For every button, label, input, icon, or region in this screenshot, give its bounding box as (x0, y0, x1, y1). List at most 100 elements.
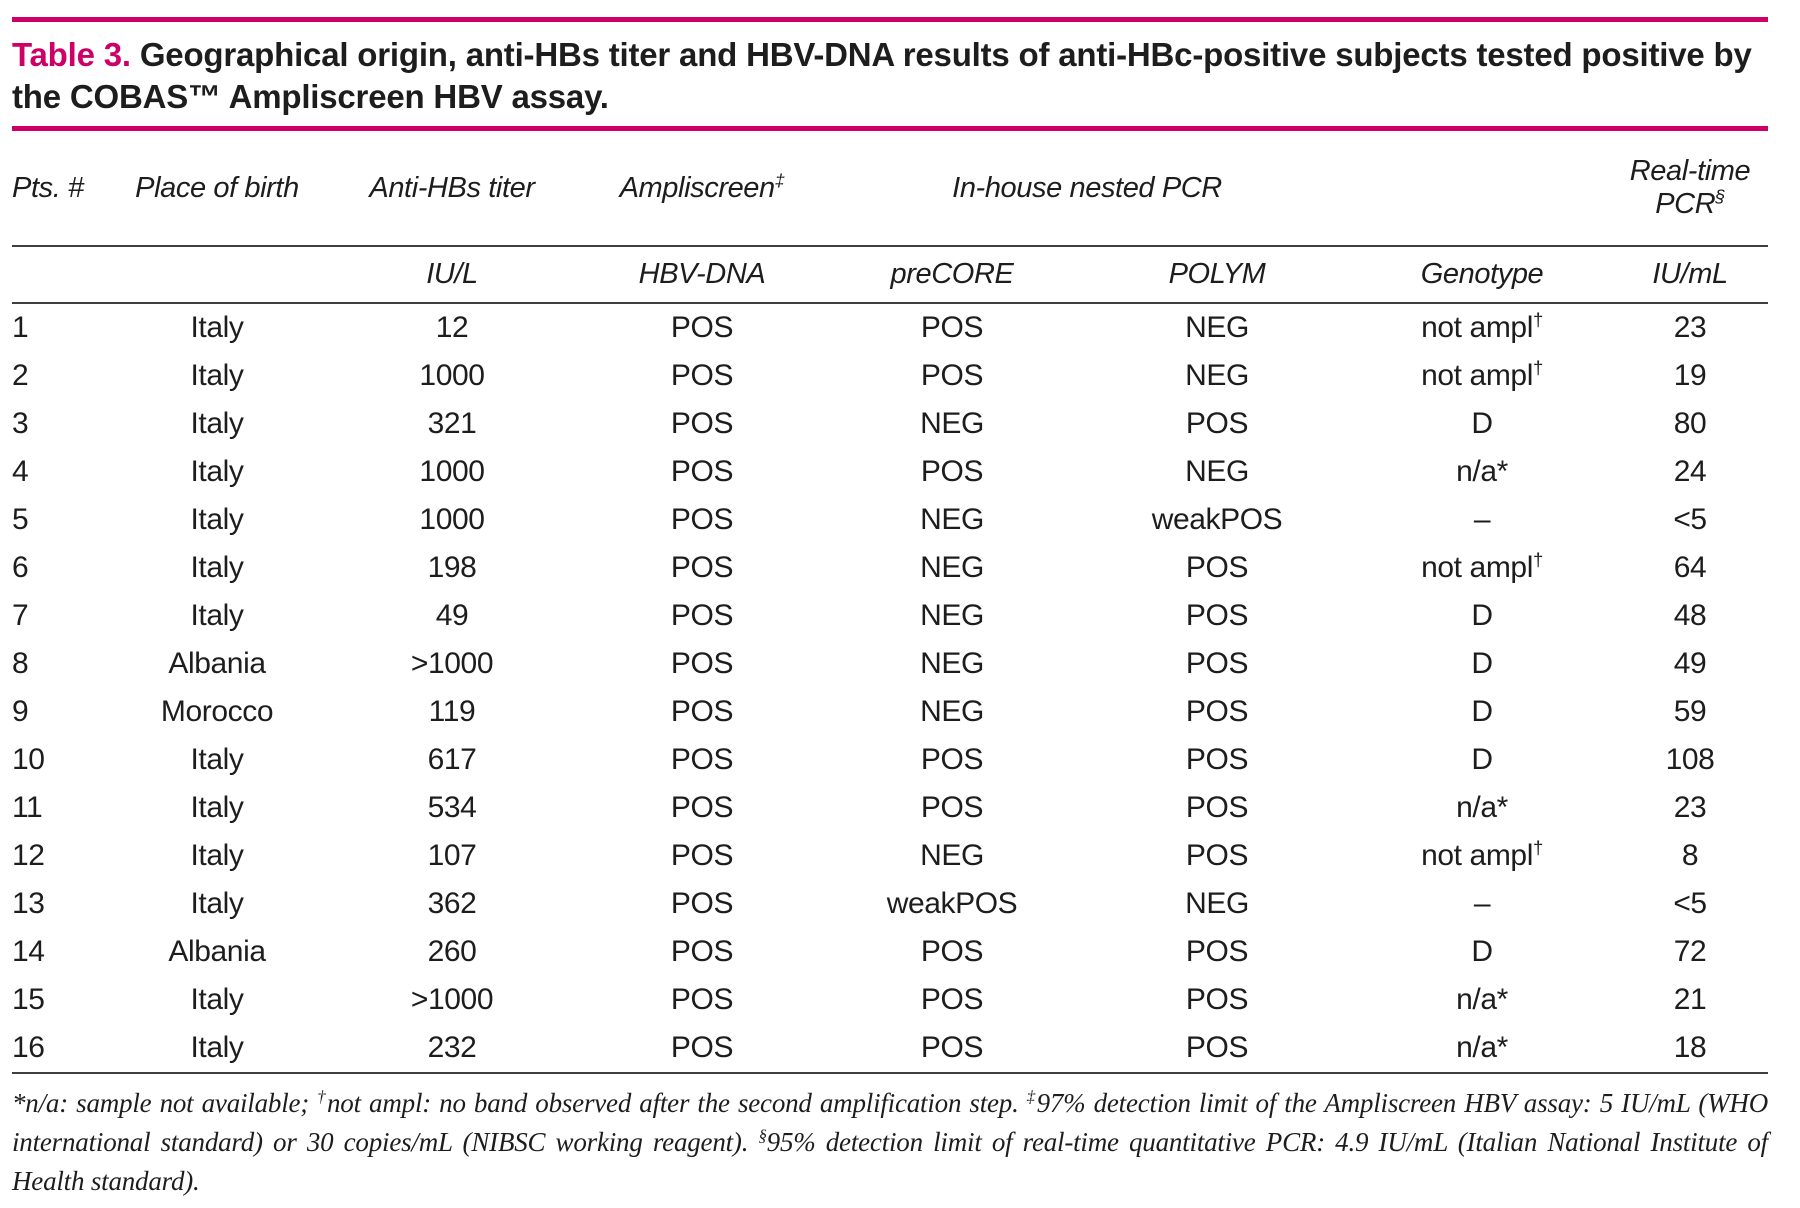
table-footnote: *n/a: sample not available; †not ampl: n… (12, 1084, 1768, 1201)
top-accent-rule (12, 17, 1768, 22)
cell-polym: weakPOS (1151, 503, 1283, 536)
cell-real-time-pcr: 23 (1673, 791, 1707, 824)
table-row: 15 Italy >1000 POS POS POS n/a* 21 (12, 976, 1768, 1024)
cell-anti-hbs-titer: >1000 (410, 983, 494, 1016)
cell-polym: POS (1082, 1024, 1353, 1074)
cell-precore: NEG (920, 599, 984, 632)
cell-genotype: n/a* (1352, 1024, 1613, 1074)
cell-genotype-text: – (1473, 503, 1491, 536)
table-row: 11 Italy 534 POS POS POS n/a* 23 (12, 784, 1768, 832)
cell-hbv-dna: POS (670, 935, 734, 968)
cell-precore: POS (920, 359, 984, 392)
cell-polym: POS (1185, 695, 1249, 728)
cell-precore: NEG (920, 839, 984, 872)
footnote-dagger-mark: † (317, 1087, 327, 1106)
cell-genotype-text: not ampl (1421, 359, 1533, 392)
cell-hbv-dna: POS (670, 407, 734, 440)
cell-pts-number: 10 (12, 743, 45, 776)
col-header-genotype-spacer (1352, 131, 1613, 247)
cell-place-of-birth: Italy (190, 791, 244, 824)
table-row: 10 Italy 617 POS POS POS D 108 (12, 736, 1768, 784)
cell-hbv-dna: POS (670, 503, 734, 536)
cell-pts-number: 11 (12, 791, 43, 824)
cell-hbv-dna: POS (670, 599, 734, 632)
cell-pts-number: 13 (12, 887, 45, 920)
col-header-in-house-nested-pcr: In-house nested PCR (822, 131, 1353, 247)
table-row: 12 Italy 107 POS NEG POS not ampl† 8 (12, 832, 1768, 880)
cell-genotype: – (1352, 880, 1612, 928)
cell-precore: POS (920, 983, 984, 1016)
footnote-double-dagger-mark: ‡ (1026, 1087, 1037, 1106)
cell-genotype-text: D (1471, 695, 1493, 728)
cell-precore: POS (920, 791, 984, 824)
table-caption-label: Table 3. (12, 36, 131, 73)
cell-precore: NEG (920, 647, 984, 680)
col-header-ampliscreen-text: Ampliscreen (619, 171, 776, 204)
cell-precore: NEG (920, 551, 984, 584)
footnote-ampliscreen-limit: 97% detection limit of the Ampliscreen H… (12, 1088, 1768, 1157)
cell-anti-hbs-titer: >1000 (410, 647, 494, 680)
cell-polym: POS (1185, 599, 1249, 632)
cell-pts-number: 4 (12, 455, 29, 488)
table-row: 16 Italy 232 POS POS POS n/a* 18 (12, 1024, 1769, 1074)
cell-genotype-text: D (1471, 599, 1493, 632)
cell-genotype: – (1352, 496, 1612, 544)
cell-hbv-dna: POS (670, 647, 734, 680)
col-header-ampliscreen: Ampliscreen‡ (582, 131, 822, 247)
cell-real-time-pcr: 18 (1612, 1024, 1769, 1074)
col-header-real-time-line1: Real-time (1629, 155, 1751, 187)
cell-anti-hbs-titer: 321 (427, 407, 477, 440)
cell-hbv-dna: POS (670, 743, 734, 776)
table-row: 1 Italy 12 POS POS NEG not ampl† 23 (12, 303, 1768, 352)
cell-anti-hbs-titer: 49 (435, 599, 469, 632)
cell-genotype-text: not ampl (1421, 311, 1533, 344)
cell-genotype-footnote-mark: † (1532, 309, 1543, 330)
cell-genotype: not ampl† (1352, 544, 1612, 592)
cell-place-of-birth: Italy (190, 455, 244, 488)
cell-real-time-pcr: 108 (1665, 743, 1715, 776)
cell-precore: NEG (920, 695, 984, 728)
col-header-anti-hbs-titer: Anti-HBs titer (322, 131, 582, 247)
table-row: 6 Italy 198 POS NEG POS not ampl† 64 (12, 544, 1768, 592)
cell-place-of-birth: Albania (168, 935, 266, 968)
cell-anti-hbs-titer: 232 (322, 1024, 582, 1074)
cell-place-of-birth: Albania (168, 647, 266, 680)
cell-genotype-text: D (1471, 407, 1493, 440)
table-row: 14 Albania 260 POS POS POS D 72 (12, 928, 1768, 976)
cell-anti-hbs-titer: 107 (427, 839, 477, 872)
cell-pts-number: 1 (12, 311, 29, 344)
table-row: 7 Italy 49 POS NEG POS D 48 (12, 592, 1768, 640)
cell-genotype-footnote-mark: † (1532, 357, 1543, 378)
cell-anti-hbs-titer: 12 (435, 311, 469, 344)
cell-genotype: not ampl† (1352, 303, 1612, 352)
cell-real-time-pcr: <5 (1673, 503, 1707, 536)
cell-polym: NEG (1185, 455, 1249, 488)
cell-real-time-pcr: 19 (1673, 359, 1707, 392)
cell-polym: NEG (1185, 311, 1249, 344)
footnote-section-mark: § (758, 1126, 767, 1145)
footnote-not-ampl-definition: not ampl: no band observed after the sec… (327, 1088, 1027, 1118)
cell-place-of-birth: Italy (190, 311, 244, 344)
cell-precore: NEG (920, 503, 984, 536)
cell-pts-number: 7 (12, 599, 29, 632)
cell-precore: POS (920, 455, 984, 488)
caption-accent-rule (12, 126, 1768, 131)
sub-header-row: IU/L HBV-DNA preCORE POLYM Genotype IU/m… (12, 246, 1769, 304)
footnote-na-definition: *n/a: sample not available; (12, 1088, 318, 1118)
cell-genotype-text: not ampl (1421, 839, 1533, 872)
table-caption-text: Geographical origin, anti-HBs titer and … (12, 36, 1752, 115)
cell-polym: POS (1185, 839, 1249, 872)
cell-polym: POS (1185, 743, 1249, 776)
cell-genotype: D (1352, 736, 1612, 784)
cell-precore: weakPOS (886, 887, 1018, 920)
cell-polym: POS (1185, 551, 1249, 584)
cell-hbv-dna: POS (670, 983, 734, 1016)
cell-polym: NEG (1185, 359, 1249, 392)
cell-hbv-dna: POS (670, 791, 734, 824)
cell-genotype-text: D (1471, 935, 1493, 968)
table-row: 9 Morocco 119 POS NEG POS D 59 (12, 688, 1768, 736)
cell-anti-hbs-titer: 362 (427, 887, 477, 920)
cell-pts-number: 16 (12, 1024, 112, 1074)
cell-anti-hbs-titer: 198 (427, 551, 477, 584)
